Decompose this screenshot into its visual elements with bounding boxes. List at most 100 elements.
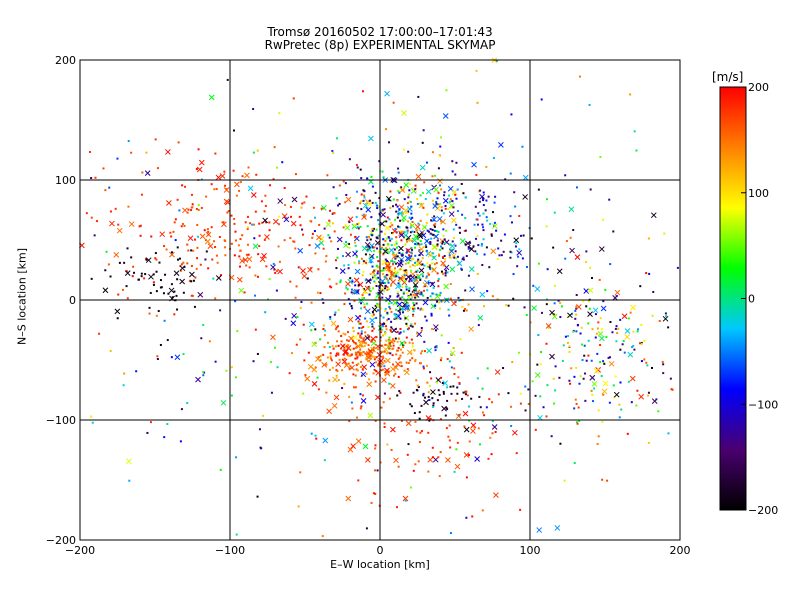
data-point <box>491 295 494 298</box>
data-point <box>426 289 429 292</box>
data-point <box>449 532 452 535</box>
data-point <box>417 307 420 310</box>
data-point <box>477 244 480 247</box>
data-point <box>350 291 353 294</box>
data-point <box>95 220 98 223</box>
data-point-x <box>468 246 475 252</box>
data-point-x <box>416 231 423 238</box>
data-point <box>266 298 269 301</box>
data-point <box>449 385 452 388</box>
data-point <box>344 292 347 295</box>
data-point <box>429 384 432 387</box>
data-point <box>347 362 350 365</box>
data-point <box>376 364 379 367</box>
data-point <box>374 419 377 422</box>
data-point <box>395 210 398 213</box>
data-point <box>392 374 395 377</box>
data-point-x <box>415 173 422 180</box>
data-point <box>565 240 568 243</box>
data-point <box>196 257 199 260</box>
data-point <box>436 272 439 275</box>
data-point <box>438 203 441 206</box>
data-point <box>336 325 339 328</box>
data-point <box>430 312 433 315</box>
data-point <box>594 336 597 339</box>
data-point <box>619 381 622 384</box>
data-point <box>376 204 379 207</box>
data-point <box>568 379 571 382</box>
data-point-x <box>587 311 593 317</box>
data-point <box>612 384 615 387</box>
data-point <box>273 268 276 271</box>
data-point <box>302 323 305 326</box>
data-point <box>437 253 440 256</box>
data-point <box>348 302 351 305</box>
data-point <box>417 258 420 261</box>
data-point-x <box>434 293 441 300</box>
data-point-x <box>364 457 371 463</box>
data-point <box>117 293 120 296</box>
data-point <box>403 269 406 272</box>
data-point <box>342 332 345 335</box>
data-point <box>577 406 580 409</box>
data-point-x <box>445 457 451 463</box>
data-point <box>513 191 516 194</box>
data-point <box>576 422 579 425</box>
data-point <box>447 208 450 211</box>
data-point <box>416 198 419 201</box>
data-point <box>356 369 359 372</box>
data-point <box>423 350 426 353</box>
data-point <box>519 402 522 405</box>
data-point <box>180 269 183 272</box>
data-point <box>105 250 108 253</box>
data-point <box>539 363 542 366</box>
data-point <box>442 228 445 231</box>
data-point <box>375 277 378 280</box>
data-point-x <box>382 248 389 255</box>
data-point <box>409 403 412 406</box>
data-point <box>388 305 391 308</box>
data-point <box>172 230 175 233</box>
data-point <box>233 217 236 220</box>
data-point <box>412 469 415 472</box>
data-point <box>414 289 417 292</box>
data-point <box>224 240 227 243</box>
data-point <box>359 315 362 318</box>
data-point <box>190 264 193 267</box>
data-point <box>292 240 295 243</box>
data-point-x <box>307 363 314 370</box>
data-point <box>511 361 514 364</box>
data-point <box>416 295 419 298</box>
data-point <box>382 253 385 256</box>
data-point-x <box>332 376 338 383</box>
data-point <box>390 260 393 263</box>
data-point <box>400 289 403 292</box>
data-point <box>376 348 379 351</box>
data-point <box>400 186 403 189</box>
data-point <box>358 352 361 355</box>
data-point <box>509 215 512 218</box>
data-point <box>389 225 392 228</box>
data-point <box>424 315 427 318</box>
data-point <box>371 325 374 328</box>
data-point <box>614 375 617 378</box>
data-point <box>364 253 367 256</box>
data-point <box>448 314 451 317</box>
data-point <box>328 379 331 382</box>
data-point <box>376 302 379 305</box>
data-point-x <box>238 287 245 294</box>
data-point <box>366 225 369 228</box>
data-point <box>377 234 380 237</box>
data-point <box>305 195 308 198</box>
data-point <box>397 212 400 215</box>
data-point <box>297 505 300 508</box>
data-point <box>422 367 425 370</box>
data-point-x <box>402 207 409 214</box>
data-point <box>474 250 477 253</box>
data-point <box>362 270 365 273</box>
data-point <box>400 365 403 368</box>
data-point <box>346 354 349 357</box>
data-point-x <box>219 173 226 179</box>
data-point <box>440 376 443 379</box>
